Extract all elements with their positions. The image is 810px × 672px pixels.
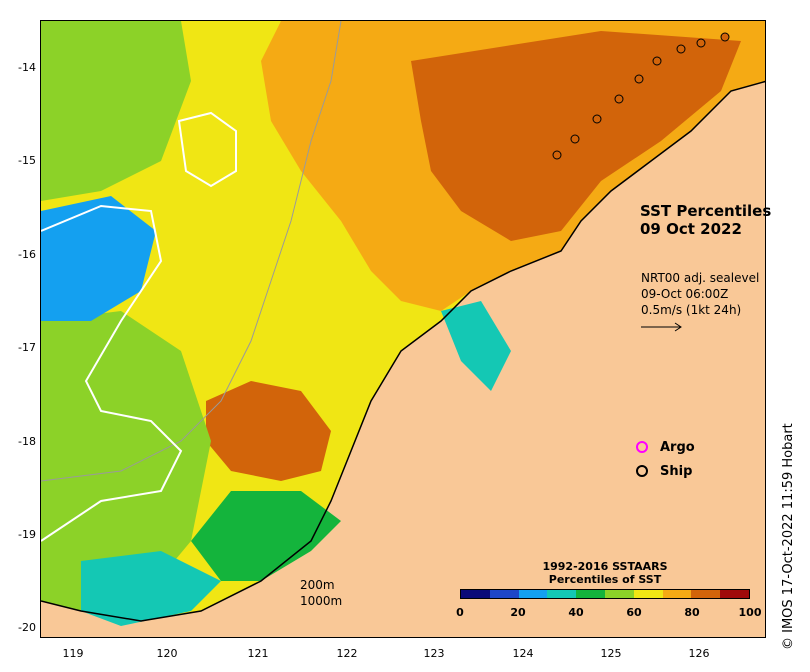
colorbar-swatch [461, 590, 490, 598]
legend-label: Ship [660, 463, 693, 479]
ship-marker [676, 44, 686, 54]
colorbar-swatch [691, 590, 721, 598]
lat-label: -19 [18, 528, 36, 541]
colorbar-swatch [547, 590, 577, 598]
ship-marker [552, 150, 562, 160]
bathymetry-label: 200m [300, 578, 335, 592]
ship-track [552, 32, 730, 160]
colorbar-swatch [633, 590, 663, 598]
green-patch-coastal [191, 491, 341, 581]
green-patch-west [41, 21, 191, 201]
lat-label: -20 [18, 621, 36, 634]
ship-marker [614, 94, 624, 104]
lon-label: 124 [512, 647, 534, 660]
bathymetry-legend: 200m 1000m [300, 577, 342, 609]
colorbar-title-line: Percentiles of SST [548, 573, 662, 586]
colorbar-swatch [576, 590, 605, 598]
info-line: 0.5m/s (1kt 24h) [641, 303, 742, 317]
colorbar-title: 1992-2016 SSTAARS Percentiles of SST [460, 560, 750, 586]
colorbar-label: 60 [626, 606, 642, 619]
cool-patch-south [81, 551, 221, 626]
lon-label: 122 [336, 647, 358, 660]
map-title: SST Percentiles 09 Oct 2022 [640, 202, 771, 238]
lon-label: 119 [62, 647, 84, 660]
lat-label: -15 [18, 154, 36, 167]
lon-label: 120 [156, 647, 178, 660]
lon-label: 125 [600, 647, 622, 660]
bathymetry-label: 1000m [300, 594, 343, 608]
colorbar-swatch [489, 590, 519, 598]
sst-map [41, 21, 765, 626]
colorbar-label: 20 [510, 606, 526, 619]
current-info: NRT00 adj. sealevel 09-Oct 06:00Z 0.5m/s… [641, 270, 759, 336]
ship-marker [696, 38, 706, 48]
title-date: 09 Oct 2022 [640, 220, 742, 238]
colorbar [460, 589, 750, 599]
ship-marker [634, 74, 644, 84]
contour-200m [41, 21, 342, 482]
lat-label: -17 [18, 341, 36, 354]
map-canvas[interactable] [40, 20, 766, 638]
copyright-credit: © IMOS 17-Oct-2022 11:59 Hobart [781, 423, 796, 650]
colorbar-label: 40 [568, 606, 584, 619]
ship-marker-icon [636, 465, 648, 477]
lon-label: 121 [247, 647, 269, 660]
coastline [41, 80, 765, 622]
legend-label: Argo [660, 439, 695, 455]
title-line: SST Percentiles [640, 202, 772, 220]
lon-label: 126 [688, 647, 710, 660]
contour-loop [177, 111, 237, 188]
colorbar-label: 0 [456, 606, 464, 619]
marker-legend: Argo Ship [636, 435, 695, 483]
arrow-icon [641, 322, 682, 332]
argo-marker-icon [636, 441, 648, 453]
contour-1000m [41, 204, 183, 542]
lon-label: 123 [423, 647, 445, 660]
legend-item-ship: Ship [636, 459, 695, 483]
colorbar-swatch [662, 590, 692, 598]
colorbar-swatch [518, 590, 548, 598]
colorbar-title-line: 1992-2016 SSTAARS [542, 560, 668, 573]
lat-label: -18 [18, 435, 36, 448]
info-line: NRT00 adj. sealevel [641, 271, 760, 285]
colorbar-label: 80 [684, 606, 700, 619]
lat-label: -14 [18, 61, 36, 74]
lat-label: -16 [18, 248, 36, 261]
legend-item-argo: Argo [636, 435, 695, 459]
colorbar-swatch [604, 590, 634, 598]
hot-zone-central [206, 381, 331, 481]
ship-marker [570, 134, 580, 144]
green-patch-southwest [41, 311, 211, 611]
ship-marker [592, 114, 602, 124]
colorbar-label: 100 [738, 606, 762, 619]
ship-marker [652, 56, 662, 66]
colorbar-swatch [720, 590, 749, 598]
info-line: 09-Oct 06:00Z [641, 287, 729, 301]
gulf-inlet [441, 301, 511, 391]
cool-patch-west [41, 196, 156, 321]
ship-marker [720, 32, 730, 42]
